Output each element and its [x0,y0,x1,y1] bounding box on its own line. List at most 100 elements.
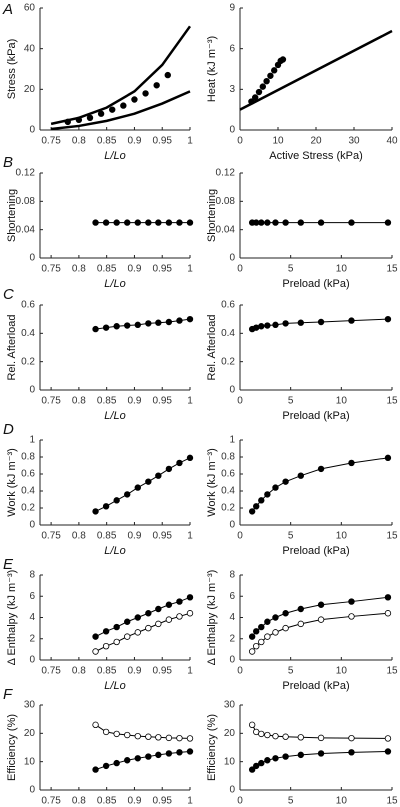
y-tick-label: 0.8 [221,452,235,463]
data-point [258,219,265,226]
data-point [258,638,265,646]
data-point [134,219,141,226]
x-tick-label: 0 [237,136,243,147]
data-point [97,110,105,117]
y-axis-label: Shortening [6,189,18,242]
data-line [251,596,389,637]
data-point [92,721,99,729]
y-axis-label: Stress (kPa) [6,39,18,100]
y-tick-label: 0.04 [216,224,236,235]
x-tick-label: 5 [288,666,294,677]
data-point [155,219,162,226]
data-point [145,733,152,740]
data-point [272,219,279,226]
x-tick-label: 0.95 [152,264,172,275]
x-tick-label: 0.8 [72,264,86,275]
y-tick-label: 0.6 [221,469,235,480]
data-point [348,219,355,226]
y-tick-label: 0.12 [16,168,36,179]
x-tick-label: 0.8 [72,396,86,407]
y-tick-label: 30 [24,700,36,711]
data-point [264,633,271,640]
data-point [258,623,265,631]
panel-label: A [2,1,13,18]
data-point [264,731,271,739]
x-tick-label: 40 [386,136,398,147]
data-point [134,484,141,491]
data-point [258,759,265,767]
data-point [258,497,265,504]
x-tick-label: 0 [237,396,243,407]
data-point [113,219,120,226]
data-point [113,730,120,738]
x-tick-label: 0.75 [41,531,61,542]
y-tick-label: 0.08 [16,196,36,207]
data-point [109,106,116,113]
x-tick-label: 10 [336,666,348,677]
y-tick-label: 0.04 [16,224,36,235]
data-point [248,648,256,655]
data-point [186,594,194,601]
data-point [297,319,304,326]
y-axis-label: Rel. Afterload [206,314,218,380]
x-tick-label: 0.9 [127,796,141,807]
data-line [95,612,191,652]
x-tick-label: 0.8 [72,796,86,807]
data-point [153,82,160,89]
data-point [155,751,162,759]
data-point [384,610,392,617]
data-point [176,459,183,467]
data-point [113,497,120,504]
data-point [155,472,162,479]
y-tick-label: 1 [229,435,235,446]
x-tick-label: 0 [237,666,243,677]
data-point [86,114,94,121]
x-tick-label: 0.95 [152,531,172,542]
data-point [253,642,260,650]
data-point [317,601,325,608]
x-tick-label: 0.8 [72,666,86,677]
panel-label: B [3,154,13,171]
data-point [92,219,99,226]
y-tick-label: 20 [224,728,236,739]
y-tick-label: 20 [24,728,36,739]
y-tick-label: 0.08 [216,196,236,207]
x-tick-label: 20 [310,136,322,147]
data-point [384,748,392,755]
data-point [272,732,279,740]
y-tick-label: 9 [229,3,235,14]
y-tick-label: 0 [29,655,35,666]
data-line [50,90,191,131]
data-point [165,318,173,326]
data-point [113,323,120,330]
data-point [176,317,183,324]
x-tick-label: 15 [386,264,398,275]
y-tick-label: 0.6 [221,300,235,311]
data-point [124,618,131,625]
data-point [271,67,278,74]
x-tick-label: 5 [288,264,294,275]
x-tick-label: 5 [288,396,294,407]
data-point [282,219,289,226]
data-point [317,616,325,623]
x-tick-label: 10 [336,264,348,275]
data-point [102,762,110,770]
data-point [75,116,83,124]
y-tick-label: 0.2 [21,356,35,367]
data-point [264,618,271,625]
x-tick-label: 15 [386,796,398,807]
data-point [186,219,194,226]
x-axis-label: L/Lo [104,410,125,422]
y-tick-label: 10 [224,756,236,767]
data-point [348,459,355,467]
x-tick-label: 0.75 [41,396,61,407]
x-tick-label: 10 [272,136,284,147]
data-line [95,318,191,330]
x-tick-label: 0.75 [41,264,61,275]
x-tick-label: 1 [187,531,193,542]
data-point [176,749,183,756]
y-tick-label: 0.6 [21,469,35,480]
data-point [255,88,263,96]
data-point [251,94,259,101]
